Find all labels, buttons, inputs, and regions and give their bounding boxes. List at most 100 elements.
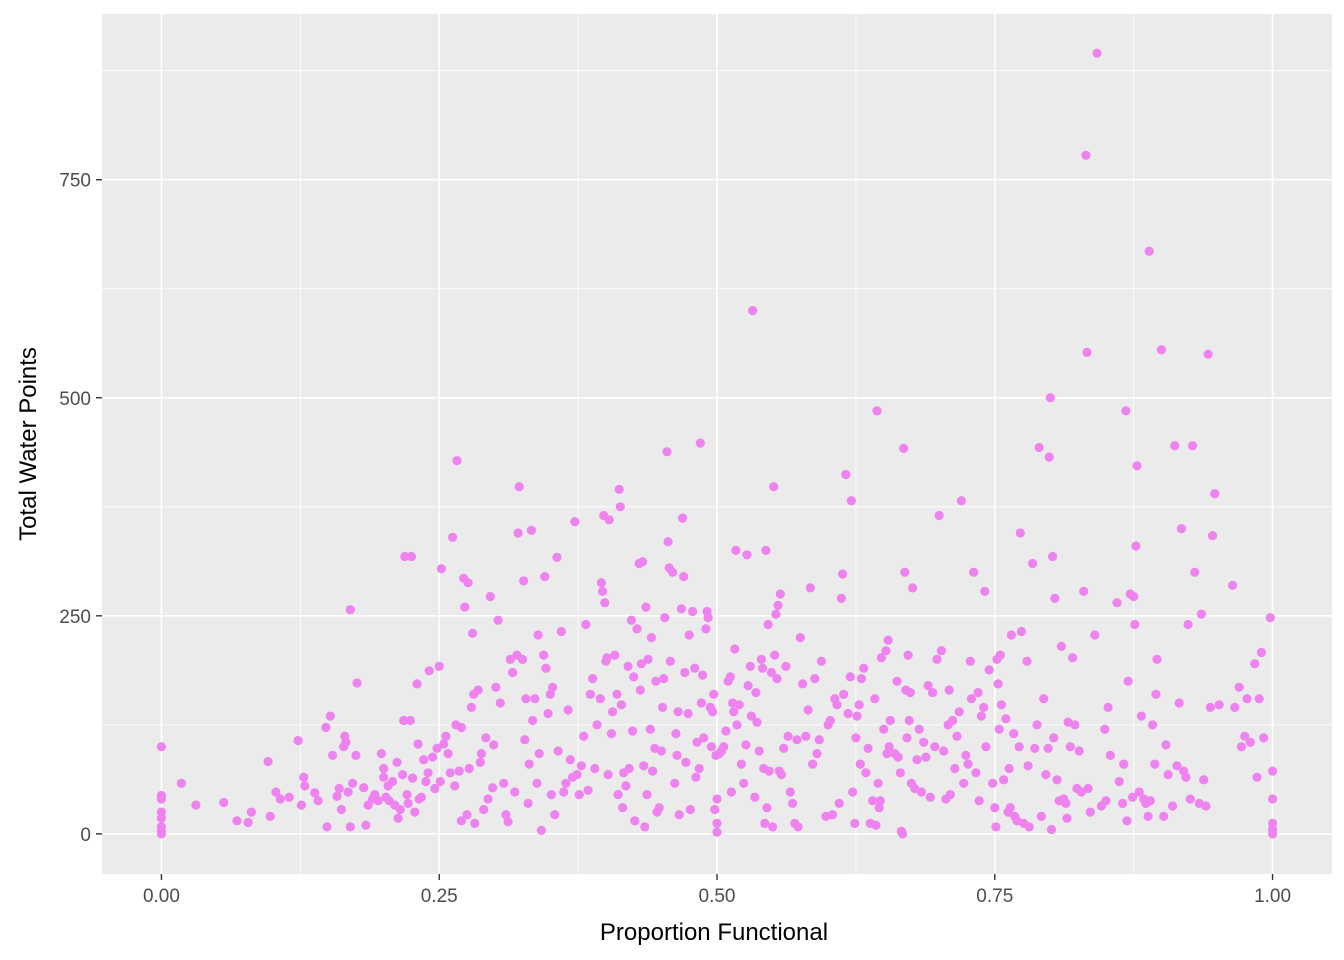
data-point	[721, 726, 731, 736]
data-point	[1028, 558, 1038, 569]
data-point	[1074, 746, 1084, 756]
data-point	[293, 736, 303, 746]
data-point	[748, 306, 758, 316]
data-point	[1105, 750, 1115, 761]
data-point	[1185, 794, 1195, 804]
data-point	[641, 602, 651, 612]
data-point	[743, 681, 753, 691]
data-point	[1004, 763, 1014, 774]
data-point	[856, 674, 867, 684]
data-point	[679, 572, 689, 582]
data-point	[1100, 724, 1110, 734]
data-point	[825, 715, 835, 726]
data-point	[766, 667, 777, 678]
data-point	[974, 796, 984, 806]
data-point	[1101, 796, 1111, 806]
data-point	[191, 800, 201, 810]
data-point	[393, 813, 403, 823]
data-point	[900, 567, 910, 577]
data-point	[984, 665, 994, 675]
data-point	[665, 656, 675, 666]
data-point	[1065, 742, 1075, 752]
data-point	[912, 755, 922, 765]
data-point	[412, 679, 422, 689]
data-point	[1009, 729, 1019, 739]
data-point	[1199, 775, 1209, 785]
data-point	[930, 742, 940, 752]
data-point	[553, 746, 563, 756]
data-point	[595, 694, 605, 704]
data-point	[443, 749, 453, 759]
data-point	[452, 456, 462, 466]
data-point	[944, 685, 954, 695]
data-point	[493, 615, 503, 625]
data-point	[328, 750, 338, 761]
x-axis-title: Proportion Functional	[600, 919, 828, 946]
data-point	[701, 624, 711, 634]
data-point	[156, 742, 166, 752]
data-point	[904, 715, 914, 726]
data-point	[973, 688, 983, 698]
data-point	[156, 794, 166, 804]
data-point	[1159, 811, 1169, 822]
data-point	[881, 646, 891, 656]
data-point	[952, 731, 962, 741]
data-point	[848, 787, 858, 797]
data-point	[945, 790, 955, 800]
data-point	[688, 606, 698, 617]
data-point	[435, 776, 445, 787]
data-point	[654, 803, 664, 813]
data-point	[981, 742, 991, 752]
data-point	[543, 708, 553, 719]
data-point	[1170, 441, 1180, 451]
data-point	[1128, 792, 1138, 802]
data-point	[1250, 659, 1260, 669]
data-point	[991, 822, 1001, 832]
y-tick-label: 250	[59, 607, 91, 628]
data-point	[156, 813, 166, 823]
data-point	[603, 770, 613, 780]
data-point	[540, 572, 550, 582]
data-point	[1052, 775, 1062, 785]
data-point	[854, 700, 864, 710]
data-point	[658, 702, 668, 713]
data-point	[754, 746, 764, 756]
data-point	[656, 746, 667, 756]
data-point	[685, 804, 695, 815]
data-point	[1143, 811, 1153, 822]
data-point	[410, 807, 420, 817]
data-point	[1081, 150, 1091, 160]
data-point	[971, 768, 981, 778]
data-point	[1079, 586, 1089, 597]
data-point	[980, 586, 990, 597]
data-point	[895, 768, 905, 778]
data-point	[1131, 541, 1141, 551]
data-point	[532, 778, 542, 788]
data-point	[729, 707, 739, 717]
data-point	[801, 731, 811, 741]
data-point	[994, 724, 1004, 734]
data-point	[1240, 731, 1250, 741]
data-point	[398, 770, 408, 780]
y-tick-label: 0	[80, 825, 91, 846]
data-point	[1032, 720, 1042, 730]
data-point	[632, 624, 642, 634]
data-point	[730, 644, 740, 654]
data-point	[870, 694, 880, 704]
data-point	[999, 775, 1009, 785]
data-point	[534, 749, 544, 759]
data-point	[635, 685, 645, 695]
data-point	[576, 761, 587, 771]
data-point	[552, 552, 562, 563]
data-point	[432, 743, 442, 754]
data-point	[610, 650, 620, 660]
data-point	[1156, 345, 1166, 355]
data-point	[710, 804, 720, 815]
data-point	[1045, 393, 1055, 403]
data-point	[756, 654, 767, 665]
data-point	[832, 700, 842, 710]
data-point	[310, 788, 320, 798]
data-point	[1050, 593, 1060, 604]
data-point	[456, 816, 466, 826]
data-point	[1043, 743, 1053, 754]
